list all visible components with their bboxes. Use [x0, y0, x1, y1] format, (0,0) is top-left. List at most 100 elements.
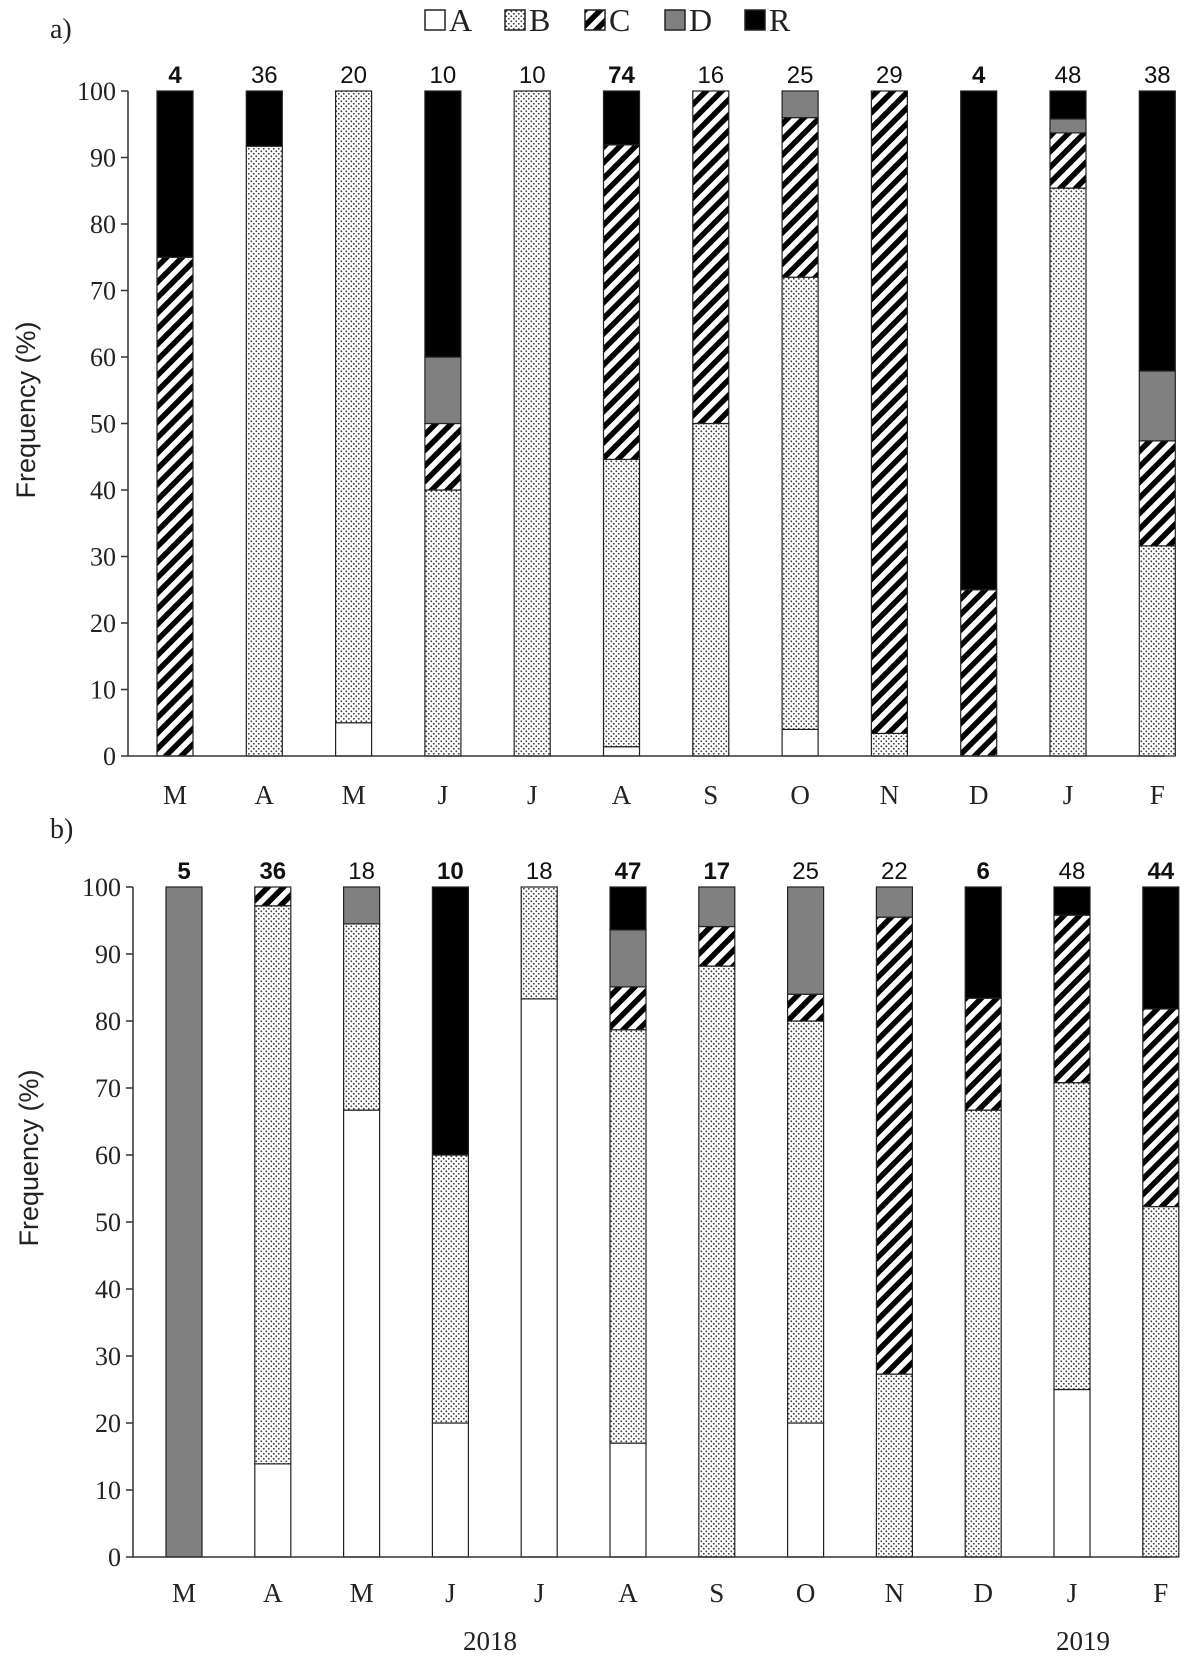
legend-label-d: D	[689, 2, 712, 38]
bar-segment-b	[1053, 1082, 1091, 1391]
panel-label-b: b)	[50, 814, 73, 845]
bar-segment-r	[960, 90, 998, 591]
y-ticks-a: 0 10 20 30 40 50 60 70 80 90 100	[77, 77, 128, 771]
bar-segment-c	[698, 925, 736, 967]
y-tick-label: 20	[95, 1409, 121, 1438]
sample-count-label: 4	[168, 62, 182, 89]
legend-label-a: A	[449, 2, 472, 38]
bar-segment-b	[335, 90, 373, 724]
x-tick-label: J	[1063, 780, 1074, 810]
bar-segment-c	[156, 256, 194, 757]
sample-counts-b: 5 36 18 10 18 47 17 25 22 6 48 44	[177, 858, 1174, 885]
sample-count-label: 36	[251, 62, 278, 89]
bar-a-7	[692, 90, 730, 757]
bar-b-7	[698, 886, 736, 1558]
bar-segment-a	[254, 1463, 292, 1558]
y-tick-label: 80	[90, 210, 116, 239]
bar-b-1	[165, 886, 203, 1558]
sample-count-label: 5	[177, 858, 190, 885]
bar-segment-d	[165, 886, 203, 1558]
bar-a-3	[335, 90, 373, 757]
sample-count-label: 16	[697, 62, 724, 89]
bar-segment-b	[875, 1373, 914, 1558]
bar-segment-b	[1142, 1205, 1180, 1558]
y-tick-label: 70	[90, 277, 116, 306]
bar-segment-c	[1053, 914, 1091, 1084]
legend-swatch-r	[744, 9, 766, 31]
x-tick-label: M	[172, 1578, 196, 1608]
bar-b-6	[609, 886, 647, 1558]
y-ticks-b: 0 10 20 30 40 50 60 70 80 90 100	[82, 873, 133, 1572]
bar-segment-r	[431, 886, 469, 1156]
legend: A B C D R	[424, 2, 791, 38]
bar-a-1	[156, 90, 194, 757]
sample-count-label: 25	[787, 62, 814, 89]
x-tick-label: S	[709, 1578, 724, 1608]
x-tick-label: O	[796, 1578, 816, 1608]
x-tick-label: J	[438, 780, 449, 810]
bar-segment-r	[424, 90, 462, 358]
sample-count-label: 44	[1147, 858, 1174, 885]
bar-segment-c	[786, 993, 825, 1022]
bar-segment-c	[1138, 440, 1176, 547]
bar-b-9	[875, 886, 914, 1558]
bar-segment-c	[254, 886, 292, 907]
legend-swatch-d	[664, 9, 686, 31]
bar-segment-a	[343, 1109, 381, 1558]
bar-segment-b	[520, 886, 558, 1000]
bar-segment-b	[1138, 545, 1176, 757]
x-tick-label: J	[534, 1578, 545, 1608]
bar-segment-c	[609, 986, 647, 1031]
bar-segment-d	[343, 886, 381, 925]
bar-segment-b	[602, 458, 641, 748]
panel-b: b) Frequency (%) 0102030405060708090100 …	[14, 814, 1180, 1608]
bar-segment-b	[513, 90, 551, 757]
bar-segment-r	[1138, 90, 1176, 372]
y-tick-label: 90	[95, 940, 121, 969]
legend-swatch-c	[584, 9, 606, 31]
bar-segment-a	[1053, 1388, 1091, 1558]
y-tick-label: 100	[82, 873, 121, 902]
sample-counts-a: 4 36 20 10 10 74 16 25 29 4 48 38	[168, 62, 1170, 89]
bar-segment-a	[781, 728, 819, 757]
bar-segment-c	[424, 422, 462, 491]
bar-segment-d	[875, 886, 914, 918]
bar-segment-d	[1138, 370, 1176, 442]
bar-b-3	[343, 886, 381, 1558]
bar-segment-a	[786, 1422, 825, 1558]
x-tick-label: A	[612, 780, 632, 810]
legend-label-c: C	[609, 2, 630, 38]
bar-segment-r	[1053, 886, 1091, 916]
legend-item-a: A	[424, 2, 472, 38]
bar-segment-b	[431, 1154, 469, 1424]
bar-segment-c	[781, 116, 819, 278]
bar-b-12	[1142, 886, 1180, 1558]
bar-b-8	[786, 886, 825, 1558]
bar-a-8	[781, 90, 819, 757]
sample-count-label: 22	[881, 858, 908, 885]
bar-segment-r	[156, 90, 194, 258]
x-tick-label: M	[350, 1578, 374, 1608]
bar-segment-a	[520, 998, 558, 1558]
bar-segment-a	[335, 722, 373, 757]
y-axis-label-b: Frequency (%)	[14, 1069, 44, 1246]
bar-segment-c	[964, 997, 1002, 1111]
x-tick-label: M	[163, 780, 187, 810]
y-tick-label: 50	[95, 1208, 121, 1237]
bar-segment-c	[870, 90, 909, 734]
bar-b-4	[431, 886, 469, 1558]
x-tick-label: F	[1153, 1578, 1168, 1608]
bars-b	[165, 886, 1180, 1558]
x-tick-label: N	[880, 780, 900, 810]
x-tick-label: N	[885, 1578, 905, 1608]
bar-segment-b	[254, 905, 292, 1465]
sample-count-label: 17	[703, 858, 730, 885]
bar-segment-a	[431, 1422, 469, 1558]
legend-label-r: R	[769, 2, 791, 38]
sample-count-label: 47	[615, 858, 642, 885]
bar-a-9	[870, 90, 909, 757]
legend-swatch-a	[424, 9, 446, 31]
y-tick-label: 0	[108, 1543, 121, 1572]
